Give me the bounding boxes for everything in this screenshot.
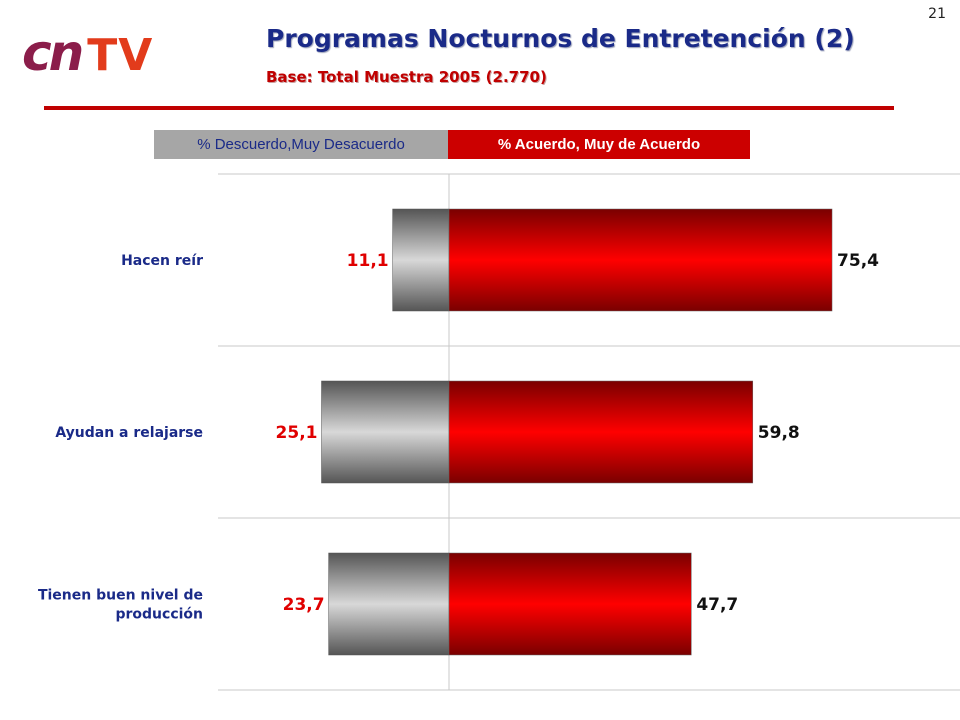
logo-tv-text: TV [87,30,154,81]
bar-disagree [321,380,450,484]
category-label-line: Tienen buen nivel de [38,588,203,604]
legend-agree: % Acuerdo, Muy de Acuerdo [448,130,750,159]
page-number: 21 [928,6,946,22]
category-label-line: producción [115,607,203,623]
bar-agree [448,380,754,484]
category-label: Ayudan a relajarse [55,425,203,441]
value-label-agree: 47,7 [696,595,738,615]
cntv-logo: cn TV [22,28,153,78]
page-subtitle: Base: Total Muestra 2005 (2.770) [266,68,547,86]
value-label-disagree: 11,1 [347,251,389,271]
category-label-line: Ayudan a relajarse [55,425,203,441]
category-label-line: Hacen reír [121,253,203,269]
bar-agree [448,552,692,656]
title-divider [44,106,894,110]
bar-disagree [328,552,450,656]
bar-agree [448,208,833,312]
category-label: Tienen buen nivel de producción [38,588,203,623]
category-label: Hacen reír [121,253,203,269]
legend-disagree: % Descuerdo,Muy Desacuerdo [154,130,448,159]
value-label-agree: 75,4 [837,251,879,271]
logo-cn-text: cn [22,24,84,82]
value-label-disagree: 23,7 [283,595,325,615]
page-title: Programas Nocturnos de Entretención (2) [266,24,855,53]
value-label-disagree: 25,1 [276,423,318,443]
bar-disagree [392,208,450,312]
value-label-agree: 59,8 [758,423,800,443]
